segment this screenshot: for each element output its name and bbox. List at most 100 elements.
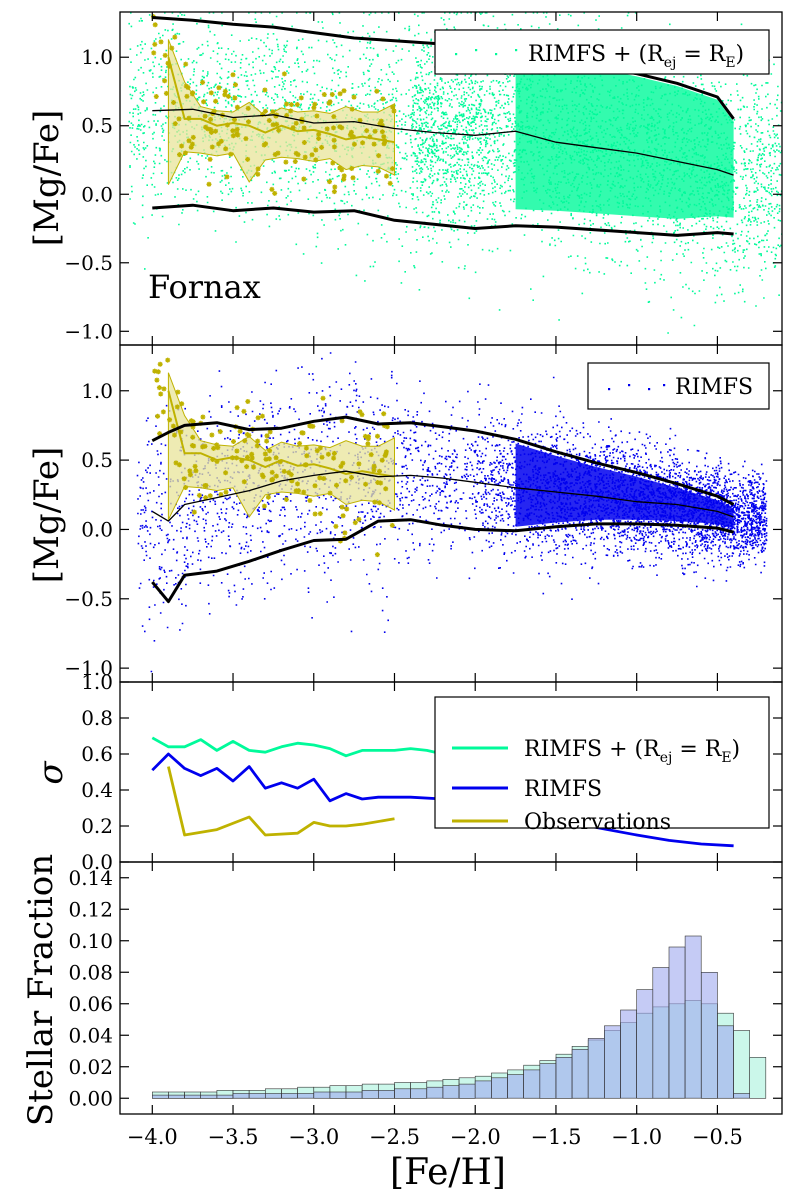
bar-rimfs [507, 1074, 524, 1099]
bar-rimfs [733, 1093, 750, 1099]
y-tick-label: −0.5 [64, 587, 113, 611]
y-axis-ticks: 0.00 0.02 0.04 0.06 0.08 0.10 0.12 0.14 [68, 866, 782, 1110]
legend-label-observations: Observations [524, 810, 671, 835]
bar-rimfs [248, 1093, 266, 1099]
y-axis-label: [Mg/Fe] [27, 447, 67, 583]
legend-dot [608, 388, 611, 391]
upper-percentile-line [151, 415, 735, 506]
bar-rimfs [345, 1091, 363, 1099]
y-tick-label: −1.0 [64, 319, 113, 343]
bar-rimfs [652, 967, 670, 1099]
panel-rimfs-re-scatter: −1.0 −0.5 0.0 0.5 1.0 [Mg/Fe] Fornax RIMFS +… [27, 11, 783, 346]
dense-core [515, 443, 734, 529]
y-tick-label: 0.0 [81, 850, 113, 874]
y-tick-label: −1.0 [64, 656, 113, 680]
dense-core [515, 55, 734, 219]
bar-rimfs-re [733, 1030, 750, 1099]
bar-rimfs [184, 1094, 202, 1099]
scatter-points [128, 12, 782, 345]
x-axis-label: [Fe/H] [390, 1152, 506, 1193]
legend-dot [455, 53, 458, 56]
observations-band [152, 357, 395, 558]
bar-rimfs [604, 1025, 621, 1099]
y-tick-label: 0.5 [81, 448, 113, 472]
median-line [151, 470, 734, 522]
x-tick-label: −3.0 [288, 1125, 339, 1149]
lower-percentile-line [152, 203, 734, 237]
bar-rimfs [297, 1093, 315, 1099]
bar-rimfs [474, 1080, 492, 1099]
bar-rimfs-re [749, 1057, 767, 1099]
observation-stars [152, 357, 395, 558]
x-tick-label: −0.5 [692, 1125, 743, 1149]
bar-rimfs [555, 1057, 573, 1099]
legend-label: RIMFS [675, 375, 753, 400]
panel-rimfs-scatter: −1.0 −0.5 0.0 0.5 1.0 [Mg/Fe] RIMFS [27, 344, 783, 683]
bar-rimfs [587, 1038, 605, 1099]
y-tick-label: 0.00 [68, 1086, 113, 1110]
legend-dot [495, 53, 498, 56]
y-tick-label: 0.4 [81, 778, 113, 802]
bar-rimfs [152, 1094, 169, 1099]
x-tick-label: −2.5 [369, 1125, 420, 1149]
x-tick-label: −3.5 [208, 1125, 259, 1149]
y-tick-label: 1.0 [81, 45, 113, 69]
y-tick-label: 1.0 [81, 670, 113, 694]
y-tick-label: 0.8 [81, 706, 113, 730]
y-tick-label: −0.5 [64, 251, 113, 275]
legend-dot [515, 49, 518, 52]
x-tick-label: −1.0 [611, 1125, 662, 1149]
observations-mean-line [167, 56, 395, 144]
lower-percentile-line [151, 518, 734, 604]
bar-rimfs [426, 1086, 444, 1099]
sigma-line-observations [167, 766, 395, 837]
legend-dot [475, 49, 478, 52]
panel-frame [119, 861, 783, 1115]
bar-rimfs [684, 935, 702, 1099]
bar-rimfs [281, 1093, 298, 1099]
percentile-lines [151, 415, 735, 604]
y-tick-label: 0.10 [68, 929, 113, 953]
bar-rimfs [636, 989, 654, 1099]
legend-label-rimfs: RIMFS [524, 777, 602, 802]
y-axis-ticks: 0.0 0.2 0.4 0.6 0.8 1.0 [81, 670, 782, 874]
bar-rimfs [523, 1069, 541, 1099]
bar-rimfs [361, 1090, 379, 1099]
bar-rimfs [410, 1088, 428, 1099]
y-tick-label: 0.0 [81, 182, 113, 206]
y-axis-ticks: −1.0 −0.5 0.0 0.5 1.0 [64, 12, 782, 345]
y-axis-ticks: −1.0 −0.5 0.0 0.5 1.0 [64, 345, 782, 682]
fornax-annotation: Fornax [148, 268, 261, 306]
y-axis-label: σ [31, 761, 71, 785]
bar-rimfs [668, 946, 686, 1099]
bar-rimfs [539, 1063, 557, 1099]
legend: RIMFS + (Rej = RE) [434, 29, 770, 75]
bar-rimfs [394, 1088, 411, 1099]
y-tick-label: 0.14 [68, 866, 113, 890]
legend-dot [648, 388, 651, 391]
legend-marker [608, 384, 666, 391]
legend-dot [663, 384, 666, 387]
bar-rimfs [700, 971, 718, 1099]
bar-rimfs [717, 1025, 734, 1099]
y-tick-label: 0.08 [68, 960, 113, 984]
y-axis-label: [Mg/Fe] [27, 110, 67, 246]
bar-rimfs [200, 1094, 218, 1099]
bar-rimfs [216, 1094, 234, 1099]
x-tick-label: −2.0 [450, 1125, 501, 1149]
x-axis-ticks: −4.0 −3.5 −3.0 −2.5 −2.0 −1.5 −1.0 −0.5 [127, 862, 743, 1149]
scatter-rimfs [136, 352, 768, 673]
panel-stellar-fraction: 0.00 0.02 0.04 0.06 0.08 0.10 0.12 0.14 −4.0 −3.… [21, 854, 783, 1193]
bar-rimfs [232, 1093, 250, 1099]
bar-rimfs [442, 1085, 460, 1099]
y-tick-label: 0.2 [81, 814, 113, 838]
observations-spread-band [167, 39, 395, 185]
y-tick-label: 0.06 [68, 992, 113, 1016]
legend-marker [455, 49, 518, 56]
legend-label: RIMFS + (Rej = RE) [528, 42, 744, 71]
y-tick-label: 0.5 [81, 114, 113, 138]
bar-rimfs [264, 1093, 282, 1099]
x-tick-label: −4.0 [127, 1125, 178, 1149]
y-tick-label: 0.02 [68, 1055, 113, 1079]
bar-rimfs [329, 1091, 347, 1099]
